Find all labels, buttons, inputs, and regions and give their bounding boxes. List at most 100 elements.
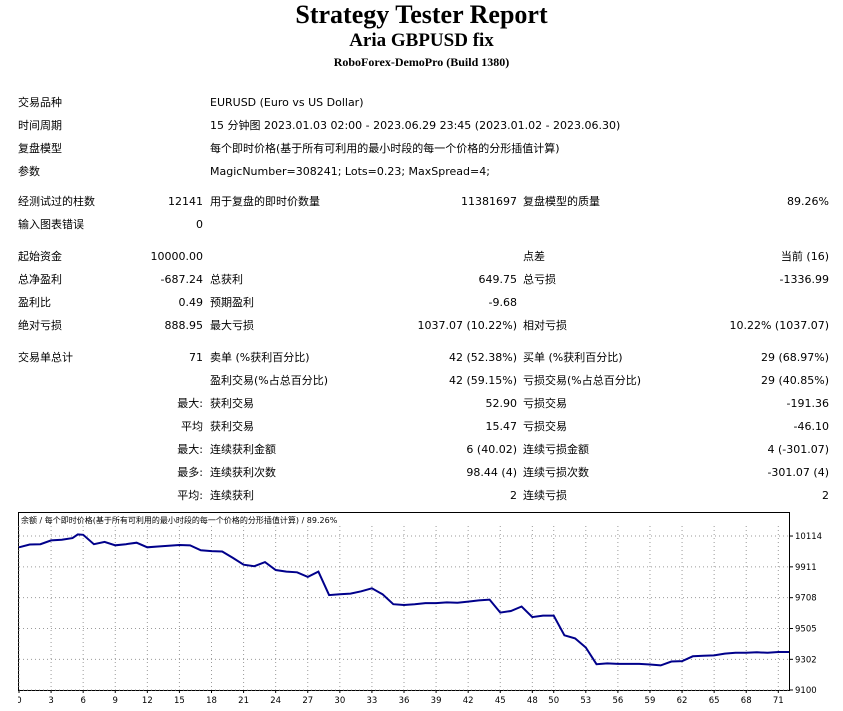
- average-loss-label: 亏损交易: [523, 420, 567, 433]
- largest-prefix: 最大:: [177, 397, 203, 410]
- avg-consec-wins-label: 连续获利: [210, 489, 254, 502]
- deposit-label: 起始资金: [18, 250, 62, 263]
- y-tick-label: 9505: [795, 625, 817, 635]
- maximal-consec-loss-value: -301.07 (4): [767, 466, 829, 479]
- x-tick-label: 3: [48, 696, 53, 706]
- model-label: 复盘模型: [18, 142, 62, 155]
- x-tick-label: 65: [709, 696, 720, 706]
- symbol-value: EURUSD (Euro vs US Dollar): [210, 96, 364, 109]
- avg-consec-losses-value: 2: [822, 489, 829, 502]
- long-positions-value: 29 (68.97%): [760, 351, 829, 364]
- period-label: 时间周期: [18, 119, 62, 132]
- x-tick-label: 68: [741, 696, 752, 706]
- net-profit-label: 总净盈利: [18, 273, 62, 286]
- bars-label: 经测试过的柱数: [18, 195, 95, 208]
- average-loss-value: -46.10: [793, 420, 829, 433]
- net-profit-value: -687.24: [160, 273, 203, 286]
- x-tick-label: 15: [174, 696, 185, 706]
- largest-loss-label: 亏损交易: [523, 397, 567, 410]
- y-axis-ticks: 10114 9911 9708 9505 9302 9100: [789, 532, 822, 696]
- x-tick-label: 71: [773, 696, 784, 706]
- spread-label: 点差: [523, 250, 545, 263]
- average-profit-label: 获利交易: [210, 420, 254, 433]
- x-tick-label: 6: [80, 696, 85, 706]
- total-trades-label: 交易单总计: [18, 351, 73, 364]
- loss-trades-value: 29 (40.85%): [760, 374, 829, 387]
- profit-trades-value: 42 (59.15%): [448, 374, 517, 387]
- avg-consec-losses-label: 连续亏损: [523, 489, 567, 502]
- max-consec-losses-value: 4 (-301.07): [767, 443, 829, 456]
- x-tick-label: 9: [113, 696, 118, 706]
- abs-drawdown-label: 绝对亏损: [18, 319, 62, 332]
- x-tick-label: 0: [18, 696, 22, 706]
- profit-factor-label: 盈利比: [18, 296, 51, 309]
- largest-profit-value: 52.90: [485, 397, 518, 410]
- broker-build: RoboForex-DemoPro (Build 1380): [333, 55, 510, 69]
- maximal-consec-profit-value: 98.44 (4): [466, 466, 517, 479]
- x-tick-label: 53: [580, 696, 591, 706]
- x-tick-label: 45: [495, 696, 506, 706]
- x-tick-label: 18: [206, 696, 217, 706]
- profit-trades-label: 盈利交易(%占总百分比): [210, 374, 329, 387]
- x-tick-label: 27: [302, 696, 313, 706]
- max-consec-wins-label: 连续获利金额: [210, 443, 276, 456]
- rel-drawdown-value: 10.22% (1037.07): [729, 319, 829, 332]
- quality-label: 复盘模型的质量: [523, 195, 600, 208]
- x-tick-label: 33: [367, 696, 378, 706]
- maximal-consec-profit-label: 连续获利次数: [210, 466, 276, 479]
- deposit-value: 10000.00: [150, 250, 204, 263]
- balance-chart: 余额 / 每个即时价格(基于所有可利用的最小时段的每一个价格的分形插值计算) /…: [18, 512, 840, 710]
- y-tick-label: 10114: [795, 532, 822, 542]
- bars-value: 12141: [168, 195, 203, 208]
- y-tick-label: 9100: [795, 686, 817, 696]
- period-value: 15 分钟图 2023.01.03 02:00 - 2023.06.29 23:…: [210, 119, 621, 132]
- errors-value: 0: [196, 218, 203, 231]
- symbol-label: 交易品种: [18, 96, 62, 109]
- page-subtitle: Aria GBPUSD fix: [349, 30, 494, 51]
- x-tick-label: 42: [463, 696, 474, 706]
- long-positions-label: 买单 (%获利百分比): [523, 351, 623, 364]
- model-value: 每个即时价格(基于所有可利用的最小时段的每一个价格的分形插值计算): [210, 142, 560, 155]
- x-tick-label: 62: [677, 696, 688, 706]
- spread-value: 当前 (16): [780, 250, 829, 263]
- errors-label: 输入图表错误: [18, 218, 84, 231]
- y-tick-label: 9911: [795, 563, 817, 573]
- avg-consec-wins-value: 2: [510, 489, 517, 502]
- largest-loss-value: -191.36: [786, 397, 829, 410]
- y-tick-label: 9708: [795, 594, 817, 604]
- page-title: Strategy Tester Report: [295, 0, 548, 29]
- profit-factor-value: 0.49: [178, 296, 204, 309]
- params-label: 参数: [18, 165, 40, 178]
- x-tick-label: 50: [548, 696, 559, 706]
- x-tick-label: 21: [238, 696, 249, 706]
- x-axis-ticks: 0 3 6 9 12 15 18 21 24 27 30 33 36 39 42 45 48 50 53 56 59 62…: [18, 690, 784, 706]
- largest-profit-label: 获利交易: [210, 397, 254, 410]
- short-positions-value: 42 (52.38%): [448, 351, 517, 364]
- loss-trades-label: 亏损交易(%占总百分比): [523, 374, 642, 387]
- x-tick-label: 59: [645, 696, 656, 706]
- total-trades-value: 71: [189, 351, 203, 364]
- gross-loss-label: 总亏损: [523, 273, 556, 286]
- gross-profit-label: 总获利: [210, 273, 243, 286]
- average-prefix: 平均: [181, 420, 203, 433]
- x-tick-label: 36: [399, 696, 410, 706]
- gross-profit-value: 649.75: [478, 273, 518, 286]
- maximal-consec-prefix: 最多:: [177, 466, 203, 479]
- maximal-consec-loss-label: 连续亏损次数: [523, 466, 589, 479]
- ticks-label: 用于复盘的即时价数量: [210, 195, 320, 208]
- grid: [18, 526, 789, 691]
- max-drawdown-label: 最大亏损: [210, 319, 254, 332]
- x-tick-label: 39: [431, 696, 442, 706]
- avg-consec-prefix: 平均:: [177, 489, 203, 502]
- plot-frame: [18, 512, 790, 691]
- max-consec-wins-value: 6 (40.02): [466, 443, 517, 456]
- max-consec-prefix: 最大:: [177, 443, 203, 456]
- expected-payoff-label: 预期盈利: [210, 296, 254, 309]
- x-tick-label: 12: [142, 696, 153, 706]
- x-tick-label: 30: [334, 696, 345, 706]
- max-drawdown-value: 1037.07 (10.22%): [417, 319, 517, 332]
- balance-line: [18, 533, 789, 667]
- params-value: MagicNumber=308241; Lots=0.23; MaxSpread…: [210, 165, 490, 178]
- y-tick-label: 9302: [795, 655, 817, 665]
- chart-caption: 余额 / 每个即时价格(基于所有可利用的最小时段的每一个价格的分形插值计算) /…: [21, 515, 338, 525]
